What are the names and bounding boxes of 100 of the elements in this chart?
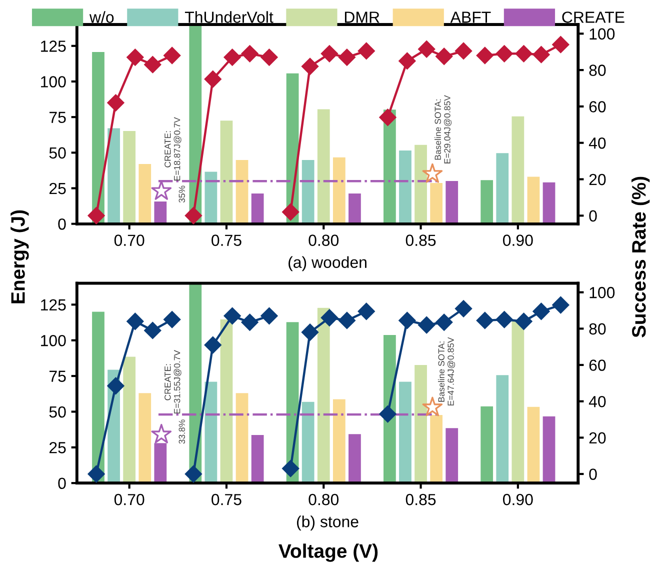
x-tick-label: 0.75 [212, 234, 242, 246]
point [436, 314, 453, 331]
point [379, 405, 396, 423]
point [532, 302, 550, 320]
x-tick-label: 0.75 [212, 494, 242, 506]
y2-axis-title: Success Rate (%) [632, 176, 650, 338]
point [164, 311, 181, 328]
point [418, 40, 436, 58]
y2-tick-label: 0 [589, 210, 597, 222]
x-tick-label: 0.80 [308, 494, 339, 506]
y2-tick-label: 60 [589, 101, 606, 112]
annotation: CREATE: E=18.87J@0.7V [164, 117, 182, 180]
point [88, 465, 105, 483]
point [88, 207, 105, 224]
y-tick-label: 75 [50, 112, 66, 124]
y2-tick-label: 40 [588, 137, 606, 149]
x-tick-label: 0.70 [114, 234, 144, 246]
y-tick-label: 125 [41, 40, 66, 52]
y2-tick-label: 20 [589, 174, 606, 186]
point [144, 322, 162, 340]
y-tick-label: 50 [49, 147, 66, 159]
y2-tick-label: 60 [589, 360, 606, 371]
y-axis-title: Energy (J) [10, 210, 29, 304]
annotation: CREATE: E=31.55J@0.7V [164, 350, 182, 414]
text: (b) stone [296, 516, 358, 530]
point [398, 52, 416, 70]
point [107, 377, 124, 394]
x-tick-label: 0.90 [503, 494, 533, 506]
y-tick-label: 50 [49, 406, 66, 418]
y2-tick-label: 40 [588, 396, 606, 408]
point [107, 94, 124, 112]
point [224, 48, 241, 66]
point [515, 45, 532, 62]
y2-tick-label: 20 [589, 432, 606, 444]
y-tick-label: 25 [49, 442, 66, 454]
y2-tick-label: 80 [589, 64, 606, 76]
x-axis-title: Voltage (V) [278, 544, 378, 562]
legend-label: w/o [89, 11, 114, 23]
point [184, 465, 202, 483]
point [126, 48, 144, 66]
point [184, 207, 202, 224]
y2-tick-label: 0 [589, 468, 597, 480]
point [379, 108, 396, 126]
y-tick-label: 75 [50, 370, 66, 382]
y-tick-label: 25 [49, 182, 66, 194]
point [358, 42, 375, 60]
y2-tick-label: 80 [589, 323, 606, 335]
point [320, 45, 338, 62]
legend-label: ABFT [450, 12, 491, 23]
y2-tick-label: 100 [590, 28, 615, 40]
point [144, 56, 162, 74]
point [338, 48, 356, 66]
y-tick-label: 100 [41, 334, 66, 346]
point [282, 203, 300, 221]
point [454, 300, 472, 318]
point [496, 45, 513, 62]
x-tick-label: 0.80 [308, 234, 339, 246]
text: (a) wooden [288, 256, 366, 272]
point [515, 312, 532, 330]
point [552, 36, 570, 54]
point [126, 312, 144, 330]
point [241, 314, 258, 331]
point [418, 316, 436, 334]
point [241, 45, 258, 62]
point [282, 460, 300, 478]
annotation: Baseline SOTA: E=29.04J@0.85V [434, 95, 452, 164]
y-tick-label: 125 [41, 299, 66, 311]
x-tick-label: 0.85 [406, 494, 436, 506]
point [260, 307, 278, 324]
x-tick-label: 0.70 [114, 494, 144, 506]
y-tick-label: 100 [41, 76, 66, 88]
point [476, 312, 494, 330]
point [476, 46, 494, 64]
point [260, 48, 278, 66]
legend-label: DMR [344, 12, 380, 23]
y-tick-label: 0 [58, 218, 66, 230]
point [338, 312, 356, 330]
x-tick-label: 0.90 [503, 234, 533, 246]
point [454, 42, 472, 60]
legend-label: CREATE [562, 12, 624, 23]
point [164, 46, 181, 64]
point [552, 296, 570, 314]
annotation: 33.8% [178, 420, 185, 444]
point [301, 324, 319, 341]
annotation: 35% [178, 186, 185, 203]
point [358, 302, 375, 320]
point [320, 309, 338, 326]
legend-label: ThUnderVolt [184, 11, 274, 23]
y2-tick-label: 100 [590, 286, 615, 298]
point [436, 48, 453, 65]
point [301, 58, 319, 75]
point [532, 46, 550, 64]
point [204, 70, 222, 88]
y-tick-label: 0 [58, 478, 66, 490]
point [398, 312, 416, 330]
point [224, 307, 241, 324]
annotation: Baseline SOTA: E=47.64J@0.85V [438, 337, 456, 406]
x-tick-label: 0.85 [406, 234, 436, 246]
point [496, 311, 513, 328]
point [204, 336, 222, 354]
